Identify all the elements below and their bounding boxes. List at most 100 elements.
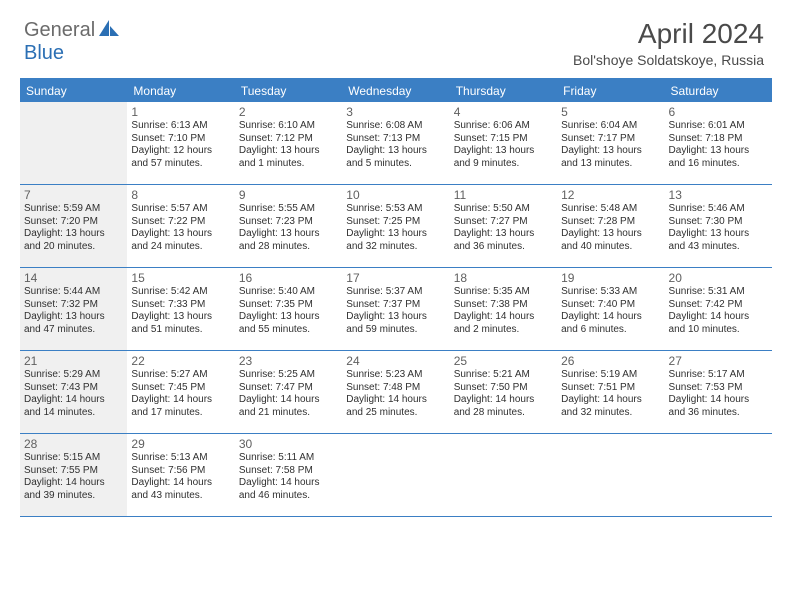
daylight-text: Daylight: 14 hours and 10 minutes.	[669, 311, 768, 336]
day-cell: 6Sunrise: 6:01 AMSunset: 7:18 PMDaylight…	[665, 102, 772, 184]
day-number: 5	[561, 105, 660, 119]
daylight-text: Daylight: 13 hours and 59 minutes.	[346, 311, 445, 336]
day-cell: 28Sunrise: 5:15 AMSunset: 7:55 PMDayligh…	[20, 434, 127, 516]
day-cell: 14Sunrise: 5:44 AMSunset: 7:32 PMDayligh…	[20, 268, 127, 350]
weekday-header-row: SundayMondayTuesdayWednesdayThursdayFrid…	[20, 80, 772, 102]
sunrise-text: Sunrise: 6:06 AM	[454, 120, 553, 133]
day-cell: 26Sunrise: 5:19 AMSunset: 7:51 PMDayligh…	[557, 351, 664, 433]
sunset-text: Sunset: 7:56 PM	[131, 465, 230, 478]
day-number: 29	[131, 437, 230, 451]
logo-sub: Blue	[24, 42, 64, 65]
weekday-header: Tuesday	[235, 80, 342, 102]
sunrise-text: Sunrise: 6:08 AM	[346, 120, 445, 133]
sunset-text: Sunset: 7:25 PM	[346, 216, 445, 229]
sunset-text: Sunset: 7:47 PM	[239, 382, 338, 395]
weekday-header: Monday	[127, 80, 234, 102]
day-number: 10	[346, 188, 445, 202]
day-number: 1	[131, 105, 230, 119]
day-cell: 27Sunrise: 5:17 AMSunset: 7:53 PMDayligh…	[665, 351, 772, 433]
day-number: 26	[561, 354, 660, 368]
daylight-text: Daylight: 14 hours and 2 minutes.	[454, 311, 553, 336]
day-cell: 18Sunrise: 5:35 AMSunset: 7:38 PMDayligh…	[450, 268, 557, 350]
daylight-text: Daylight: 13 hours and 36 minutes.	[454, 228, 553, 253]
daylight-text: Daylight: 13 hours and 55 minutes.	[239, 311, 338, 336]
day-cell: 3Sunrise: 6:08 AMSunset: 7:13 PMDaylight…	[342, 102, 449, 184]
daylight-text: Daylight: 13 hours and 1 minutes.	[239, 145, 338, 170]
logo-text-2: Blue	[24, 42, 64, 64]
sunset-text: Sunset: 7:28 PM	[561, 216, 660, 229]
sunrise-text: Sunrise: 5:19 AM	[561, 369, 660, 382]
sunset-text: Sunset: 7:30 PM	[669, 216, 768, 229]
day-number: 14	[24, 271, 123, 285]
day-cell: 30Sunrise: 5:11 AMSunset: 7:58 PMDayligh…	[235, 434, 342, 516]
sunrise-text: Sunrise: 5:35 AM	[454, 286, 553, 299]
sunrise-text: Sunrise: 5:13 AM	[131, 452, 230, 465]
sunset-text: Sunset: 7:48 PM	[346, 382, 445, 395]
daylight-text: Daylight: 14 hours and 25 minutes.	[346, 394, 445, 419]
daylight-text: Daylight: 13 hours and 32 minutes.	[346, 228, 445, 253]
sunset-text: Sunset: 7:38 PM	[454, 299, 553, 312]
daylight-text: Daylight: 14 hours and 32 minutes.	[561, 394, 660, 419]
week-row: 28Sunrise: 5:15 AMSunset: 7:55 PMDayligh…	[20, 434, 772, 517]
week-row: 14Sunrise: 5:44 AMSunset: 7:32 PMDayligh…	[20, 268, 772, 351]
day-cell: 25Sunrise: 5:21 AMSunset: 7:50 PMDayligh…	[450, 351, 557, 433]
sunrise-text: Sunrise: 6:13 AM	[131, 120, 230, 133]
day-cell: 15Sunrise: 5:42 AMSunset: 7:33 PMDayligh…	[127, 268, 234, 350]
sunset-text: Sunset: 7:58 PM	[239, 465, 338, 478]
sunset-text: Sunset: 7:55 PM	[24, 465, 123, 478]
sunrise-text: Sunrise: 5:40 AM	[239, 286, 338, 299]
day-cell: 4Sunrise: 6:06 AMSunset: 7:15 PMDaylight…	[450, 102, 557, 184]
day-number: 22	[131, 354, 230, 368]
sunset-text: Sunset: 7:37 PM	[346, 299, 445, 312]
sunset-text: Sunset: 7:12 PM	[239, 133, 338, 146]
day-number: 11	[454, 188, 553, 202]
sunset-text: Sunset: 7:10 PM	[131, 133, 230, 146]
day-number: 9	[239, 188, 338, 202]
sunrise-text: Sunrise: 5:50 AM	[454, 203, 553, 216]
day-cell	[665, 434, 772, 516]
day-cell: 16Sunrise: 5:40 AMSunset: 7:35 PMDayligh…	[235, 268, 342, 350]
sunset-text: Sunset: 7:32 PM	[24, 299, 123, 312]
weekday-header: Thursday	[450, 80, 557, 102]
day-number: 12	[561, 188, 660, 202]
day-cell: 12Sunrise: 5:48 AMSunset: 7:28 PMDayligh…	[557, 185, 664, 267]
sunset-text: Sunset: 7:13 PM	[346, 133, 445, 146]
logo-sail-icon	[99, 20, 121, 43]
title-block: April 2024 Bol'shoye Soldatskoye, Russia	[573, 18, 764, 68]
day-number: 16	[239, 271, 338, 285]
location-label: Bol'shoye Soldatskoye, Russia	[573, 52, 764, 68]
day-number: 23	[239, 354, 338, 368]
sunrise-text: Sunrise: 6:01 AM	[669, 120, 768, 133]
day-cell: 20Sunrise: 5:31 AMSunset: 7:42 PMDayligh…	[665, 268, 772, 350]
sunrise-text: Sunrise: 5:27 AM	[131, 369, 230, 382]
page-header: General April 2024 Bol'shoye Soldatskoye…	[0, 0, 792, 68]
sunrise-text: Sunrise: 5:21 AM	[454, 369, 553, 382]
day-number: 8	[131, 188, 230, 202]
sunset-text: Sunset: 7:43 PM	[24, 382, 123, 395]
day-cell: 2Sunrise: 6:10 AMSunset: 7:12 PMDaylight…	[235, 102, 342, 184]
sunrise-text: Sunrise: 6:10 AM	[239, 120, 338, 133]
day-cell: 29Sunrise: 5:13 AMSunset: 7:56 PMDayligh…	[127, 434, 234, 516]
daylight-text: Daylight: 14 hours and 14 minutes.	[24, 394, 123, 419]
sunset-text: Sunset: 7:20 PM	[24, 216, 123, 229]
sunrise-text: Sunrise: 5:53 AM	[346, 203, 445, 216]
sunrise-text: Sunrise: 5:17 AM	[669, 369, 768, 382]
day-cell: 1Sunrise: 6:13 AMSunset: 7:10 PMDaylight…	[127, 102, 234, 184]
weekday-header: Saturday	[665, 80, 772, 102]
sunrise-text: Sunrise: 5:44 AM	[24, 286, 123, 299]
day-number: 25	[454, 354, 553, 368]
sunset-text: Sunset: 7:50 PM	[454, 382, 553, 395]
day-cell: 7Sunrise: 5:59 AMSunset: 7:20 PMDaylight…	[20, 185, 127, 267]
daylight-text: Daylight: 14 hours and 36 minutes.	[669, 394, 768, 419]
daylight-text: Daylight: 14 hours and 39 minutes.	[24, 477, 123, 502]
day-cell: 13Sunrise: 5:46 AMSunset: 7:30 PMDayligh…	[665, 185, 772, 267]
day-number: 28	[24, 437, 123, 451]
daylight-text: Daylight: 14 hours and 17 minutes.	[131, 394, 230, 419]
daylight-text: Daylight: 13 hours and 20 minutes.	[24, 228, 123, 253]
day-number: 13	[669, 188, 768, 202]
daylight-text: Daylight: 13 hours and 47 minutes.	[24, 311, 123, 336]
sunset-text: Sunset: 7:27 PM	[454, 216, 553, 229]
daylight-text: Daylight: 14 hours and 6 minutes.	[561, 311, 660, 336]
daylight-text: Daylight: 13 hours and 43 minutes.	[669, 228, 768, 253]
day-number: 4	[454, 105, 553, 119]
